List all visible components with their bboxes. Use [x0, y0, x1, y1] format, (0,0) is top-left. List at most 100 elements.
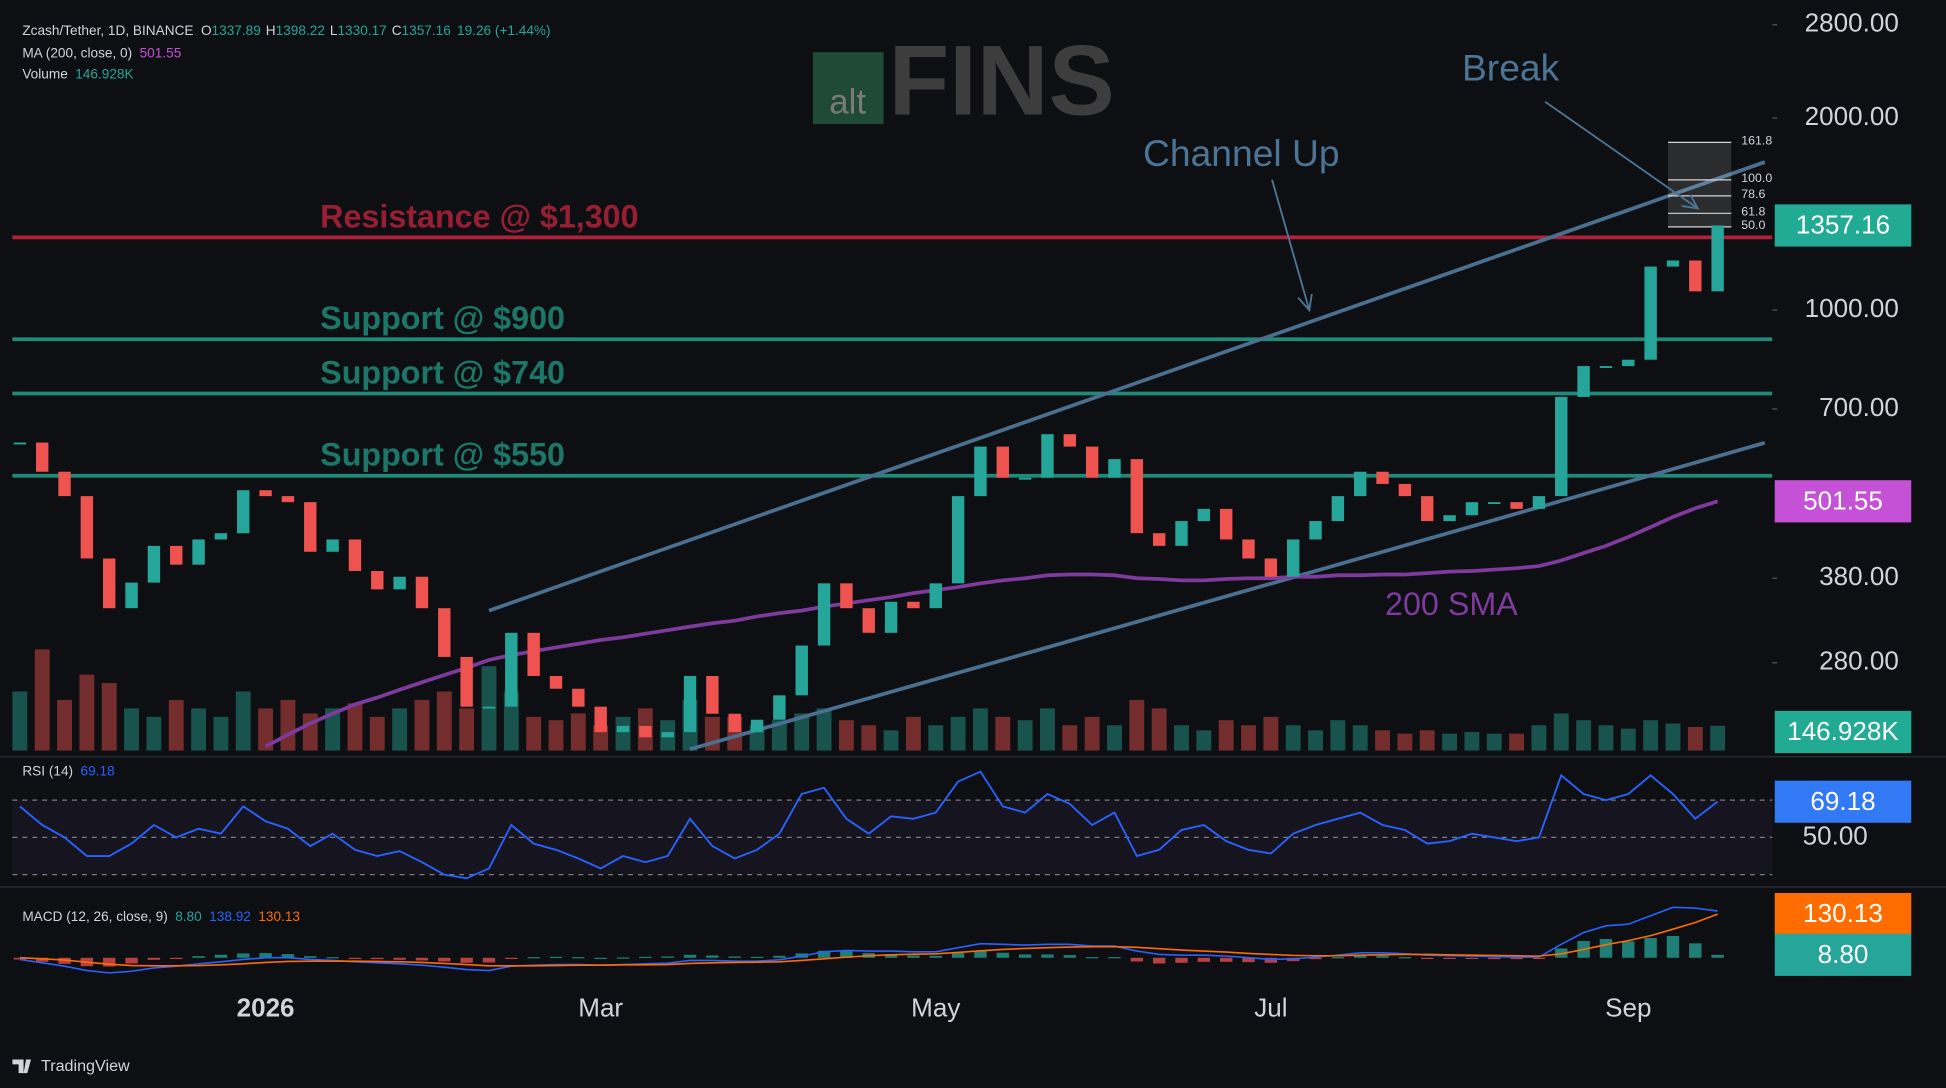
volume-bar: [146, 716, 162, 751]
macd-hist-bar: [728, 956, 741, 958]
macd-hist-bar: [1421, 957, 1434, 960]
candle: [773, 695, 786, 720]
candle: [1488, 502, 1501, 505]
candle: [728, 713, 741, 733]
annotation: Break: [1462, 47, 1560, 89]
macd-hist-bar: [661, 956, 674, 958]
candle: [929, 583, 942, 609]
legend-row: Zcash/Tether, 1D, BINANCE O1337.89 H1398.2…: [22, 23, 550, 38]
candle: [214, 533, 228, 540]
x-tick-label: 2026: [237, 993, 295, 1023]
macd-hist-bar: [594, 957, 607, 960]
rsi-value: 69.18: [81, 763, 115, 778]
candle: [1443, 515, 1456, 522]
candle: [1666, 260, 1680, 267]
fib-label: 100.0: [1741, 171, 1772, 185]
candle: [1555, 396, 1568, 497]
volume-bar: [1084, 716, 1100, 751]
macd-hist-bar: [438, 957, 451, 962]
volume-bar: [1687, 726, 1703, 751]
volume-bar: [1129, 699, 1145, 751]
ohlc-value: 1337.89: [212, 23, 261, 38]
signal-line: [19, 913, 1718, 967]
macd-hist-bar: [549, 956, 563, 959]
macd-hist-bar: [773, 955, 786, 958]
candle: [1532, 496, 1546, 509]
volume-bar: [1486, 733, 1502, 751]
volume-badge-bg: [1774, 710, 1912, 754]
fib-label: 61.8: [1741, 204, 1765, 218]
fib-label: 78.6: [1741, 187, 1765, 201]
candle: [393, 576, 406, 590]
macd-line: [19, 906, 1718, 974]
volume-bar: [459, 708, 475, 751]
rsi-badge: 69.18: [1810, 786, 1875, 816]
macd-hist-bar: [1465, 957, 1479, 960]
macd-hist-bar: [1242, 957, 1255, 963]
legend-row: Volume 146.928K: [22, 66, 133, 81]
macd-hist-bar: [1264, 957, 1278, 963]
macd-hist-bar: [281, 954, 295, 958]
macd-hist-bar: [527, 957, 540, 959]
macd-hist-bar: [1018, 954, 1032, 958]
ohlc-key: C: [392, 23, 402, 38]
candle: [862, 608, 875, 633]
channel-line: [488, 160, 1766, 613]
candle: [951, 496, 965, 584]
macd-hist-bar: [750, 956, 764, 959]
macd-hist-bar: [348, 957, 362, 960]
hist-value: 8.80: [175, 908, 202, 923]
volume-bar: [1375, 730, 1390, 751]
macd-hist-bar: [817, 950, 831, 958]
volume-bar: [414, 699, 430, 751]
candle: [1018, 477, 1032, 480]
candle: [1085, 446, 1099, 478]
candle: [817, 583, 831, 646]
volume-bar: [213, 716, 229, 751]
volume-bar: [1397, 733, 1413, 751]
volume-bar: [1620, 728, 1636, 751]
candle: [1711, 225, 1724, 292]
candle: [1197, 508, 1211, 522]
macd-hist-bar: [393, 957, 406, 960]
arrow-head: [1297, 293, 1313, 313]
candle: [326, 539, 339, 552]
volume-bar: [883, 730, 899, 751]
macd-hist-bar: [1354, 955, 1367, 958]
footer-icon: [12, 1059, 32, 1074]
candle: [683, 675, 697, 733]
macd-hist-bar: [1622, 941, 1635, 958]
volume-bar: [1419, 730, 1435, 751]
macd-hist-bar: [572, 957, 585, 959]
candle: [125, 582, 138, 609]
candle: [505, 632, 518, 707]
candle: [35, 442, 49, 472]
candle: [1309, 521, 1322, 540]
legend-row: MACD (12, 26, close, 9) 8.80 138.92 130.13: [22, 908, 300, 923]
volume-bar: [861, 725, 877, 751]
ma-title: MA (200, close, 0): [22, 45, 132, 60]
candle: [706, 675, 719, 714]
symbol: Zcash/Tether, 1D, BINANCE: [22, 23, 193, 38]
volume-bar: [1352, 725, 1368, 751]
volume-bar: [258, 708, 274, 751]
macd-hist-bar: [125, 957, 138, 964]
volume-bar: [526, 716, 542, 751]
macd-hist-bar: [639, 956, 652, 959]
rsi-line: [19, 770, 1719, 880]
arrow: [1271, 179, 1311, 311]
ohlc-key: O: [201, 23, 212, 38]
candle: [527, 632, 540, 676]
volume-bar: [1509, 733, 1525, 751]
volume-bar: [302, 713, 318, 751]
macd-hist-bar: [103, 957, 116, 967]
volume-bar: [1040, 708, 1055, 751]
macd-hist-bar: [214, 954, 228, 958]
candle: [13, 442, 27, 445]
macd-title: MACD (12, 26, close, 9): [22, 908, 167, 923]
signal-badge: 130.13: [1803, 898, 1883, 928]
candle: [1286, 539, 1300, 577]
macd-hist-bar: [1510, 957, 1523, 960]
x-tick-label: Jul: [1254, 993, 1287, 1023]
